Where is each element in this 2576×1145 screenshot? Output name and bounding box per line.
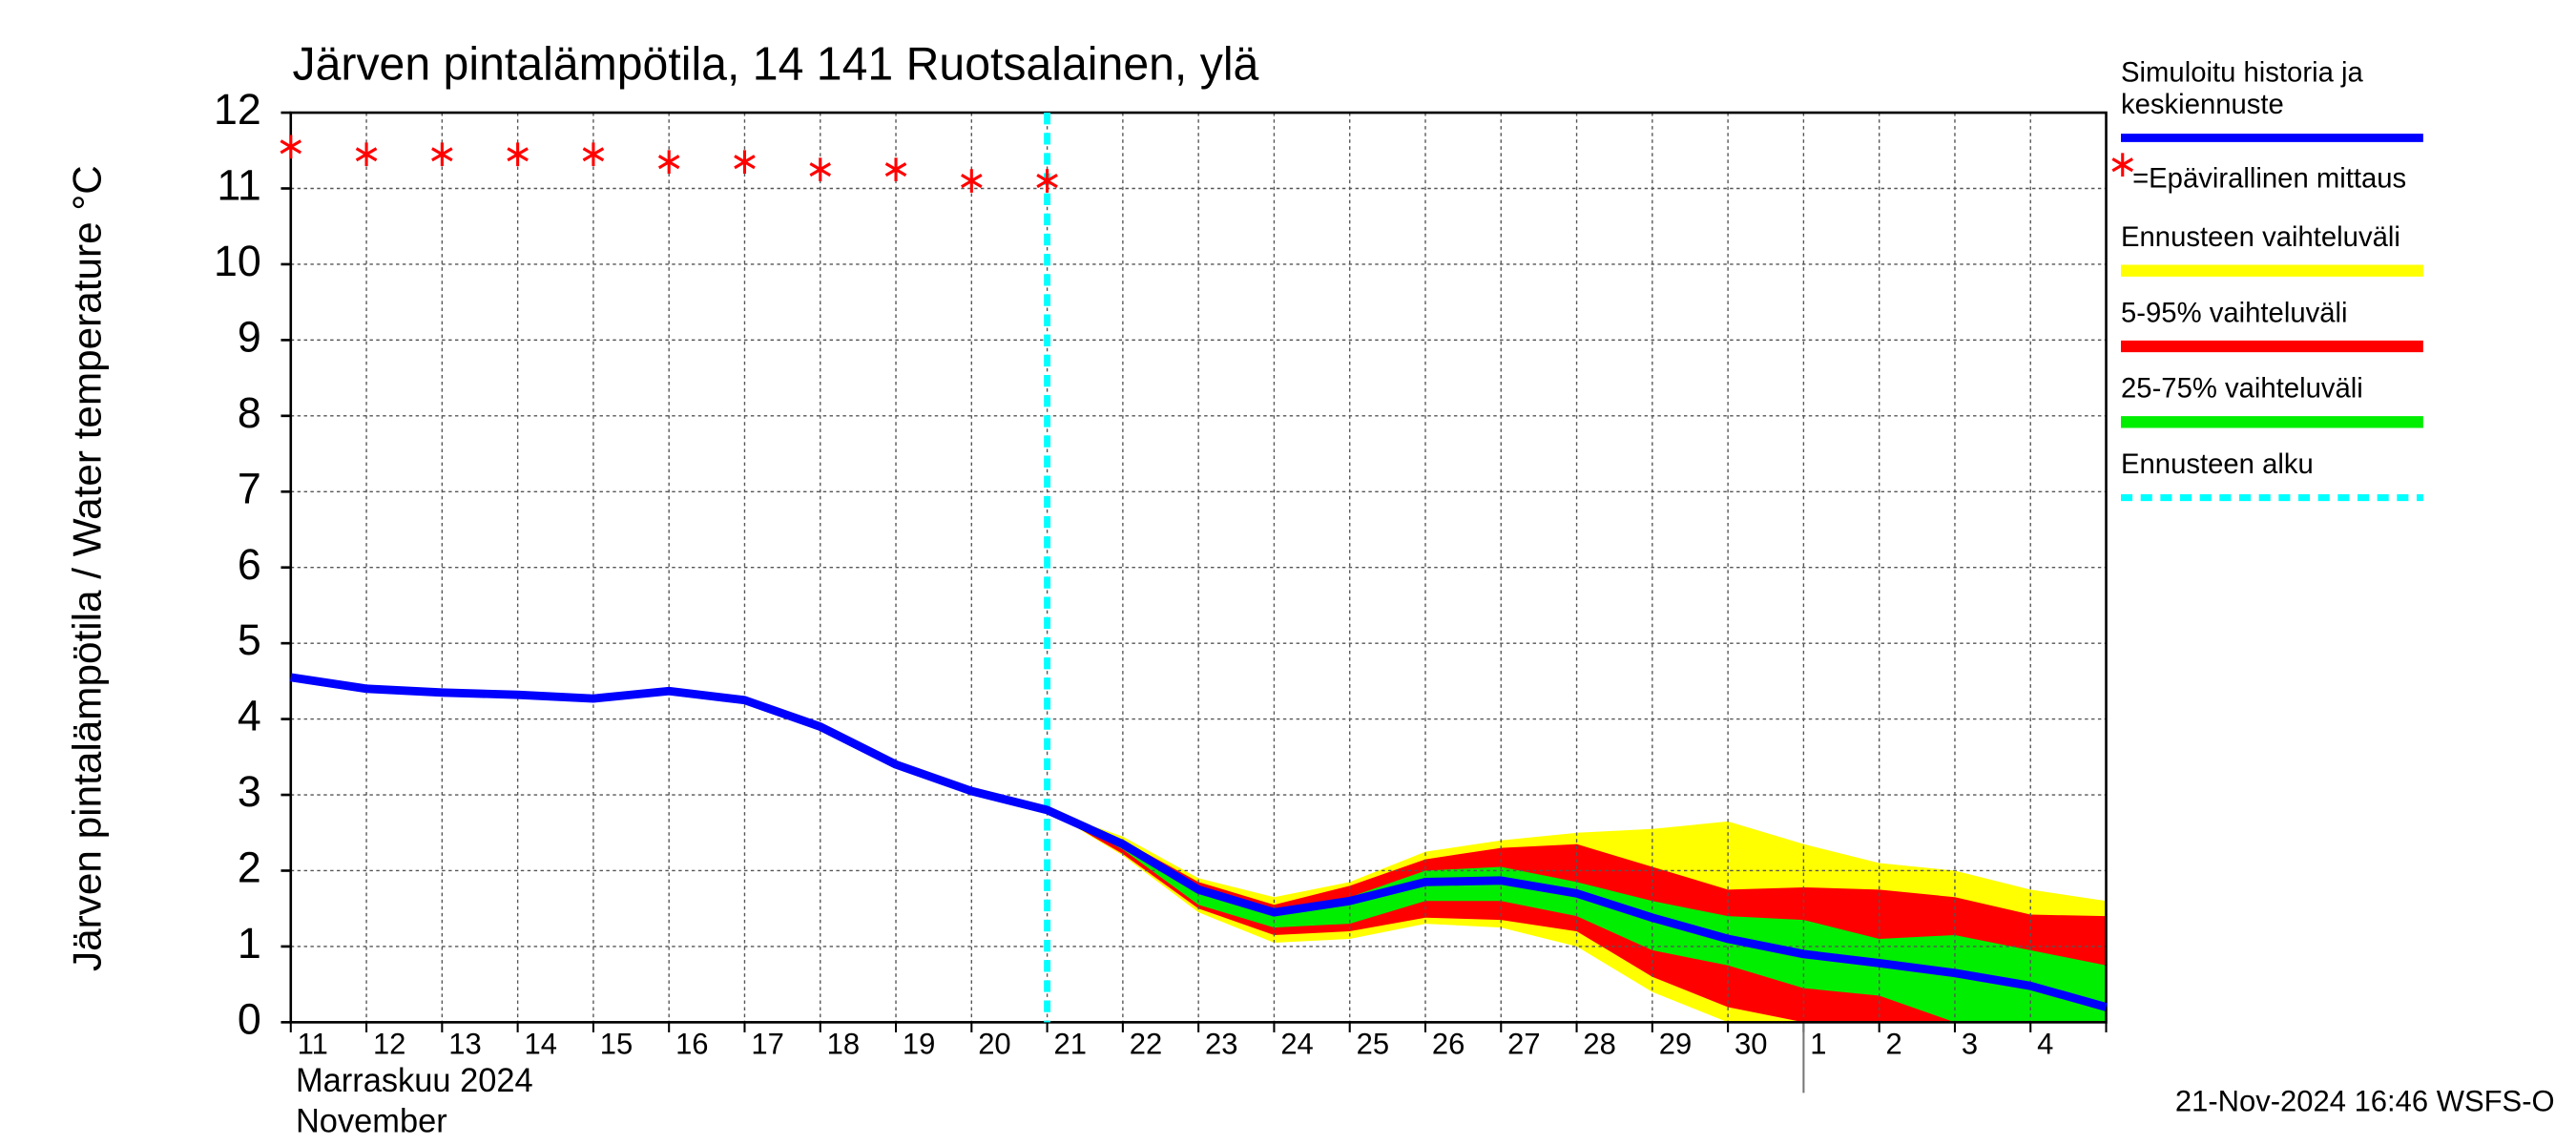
y-tick-label: 12 (214, 85, 261, 135)
x-tick-label: 18 (827, 1027, 860, 1060)
y-tick-label: 7 (238, 464, 261, 513)
x-tick-label: 4 (2037, 1027, 2053, 1060)
legend-label: 25-75% vaihteluväli (2121, 372, 2363, 404)
x-tick-label: 1 (1810, 1027, 1826, 1060)
asterisk-stroke (280, 139, 302, 155)
asterisk-stroke (734, 155, 756, 170)
x-tick-label: 30 (1735, 1027, 1767, 1060)
x-tick-label: 24 (1280, 1027, 1313, 1060)
x-tick-label: 11 (298, 1027, 328, 1060)
x-tick-label: 25 (1357, 1027, 1389, 1060)
asterisk-stroke (657, 155, 680, 170)
x-tick-label: 17 (751, 1027, 783, 1060)
y-tick-label: 0 (238, 994, 261, 1044)
measurement-marker (1036, 169, 1058, 193)
legend-label: Simuloitu historia ja keskiennuste (2121, 56, 2363, 120)
asterisk-stroke (961, 174, 983, 189)
x-tick-label: 15 (600, 1027, 633, 1060)
legend-label: Ennusteen vaihteluväli (2121, 221, 2400, 253)
asterisk-stroke (1036, 174, 1058, 189)
legend-swatch (2111, 153, 2134, 177)
x-tick-label: 26 (1432, 1027, 1465, 1060)
legend-label: Ennusteen alku (2121, 448, 2314, 480)
asterisk-stroke (809, 162, 832, 177)
measurement-marker (657, 150, 680, 175)
x-tick-label: 19 (903, 1027, 935, 1060)
measurement-marker (431, 142, 453, 167)
x-tick-label: 13 (448, 1027, 481, 1060)
measurement-marker (355, 142, 378, 167)
x-tick-label: 14 (525, 1027, 557, 1060)
y-tick-label: 4 (238, 691, 261, 740)
measurement-marker (961, 169, 983, 193)
measurement-marker (582, 142, 605, 167)
asterisk-stroke (355, 147, 378, 162)
plot-frame (289, 111, 2108, 1024)
y-axis-label: Järven pintalämpötila / Water temperatur… (65, 165, 109, 971)
y-tick-label: 10 (214, 237, 261, 286)
y-tick-label: 1 (238, 919, 261, 968)
asterisk-stroke (2111, 157, 2134, 173)
legend-label: 5-95% vaihteluväli (2121, 297, 2348, 328)
x-tick-label: 28 (1583, 1027, 1615, 1060)
x-tick-label: 20 (978, 1027, 1010, 1060)
x-tick-label: 12 (373, 1027, 405, 1060)
asterisk-stroke (507, 147, 529, 162)
x-tick-label: 21 (1053, 1027, 1086, 1060)
y-tick-label: 3 (238, 767, 261, 817)
measurement-marker (809, 157, 832, 181)
measurement-marker (280, 135, 302, 159)
timestamp: 21-Nov-2024 16:46 WSFS-O (2175, 1084, 2555, 1117)
asterisk-stroke (582, 147, 605, 162)
y-tick-label: 2 (238, 843, 261, 892)
measurement-marker (884, 157, 907, 181)
y-tick-label: 6 (238, 539, 261, 589)
x-tick-label: 2 (1886, 1027, 1902, 1060)
chart-title: Järven pintalämpötila, 14 141 Ruotsalain… (293, 38, 1260, 91)
x-tick-label: 22 (1130, 1027, 1162, 1060)
x-tick-label: 23 (1205, 1027, 1237, 1060)
x-tick-label: 16 (675, 1027, 708, 1060)
y-tick-label: 9 (238, 312, 261, 362)
asterisk-stroke (431, 147, 453, 162)
series-line (290, 673, 2108, 1011)
y-tick-label: 8 (238, 387, 261, 437)
y-tick-label: 5 (238, 615, 261, 665)
month-label: Marraskuu 2024 (296, 1062, 533, 1099)
y-tick-label: 11 (217, 160, 260, 210)
x-tick-label: 27 (1507, 1027, 1540, 1060)
measurement-marker (734, 150, 756, 175)
asterisk-stroke (884, 162, 907, 177)
legend-label: =Epävirallinen mittaus (2132, 162, 2406, 194)
x-tick-label: 3 (1962, 1027, 1978, 1060)
month-label: November (296, 1102, 447, 1139)
measurement-marker (507, 142, 529, 167)
x-tick-label: 29 (1659, 1027, 1692, 1060)
